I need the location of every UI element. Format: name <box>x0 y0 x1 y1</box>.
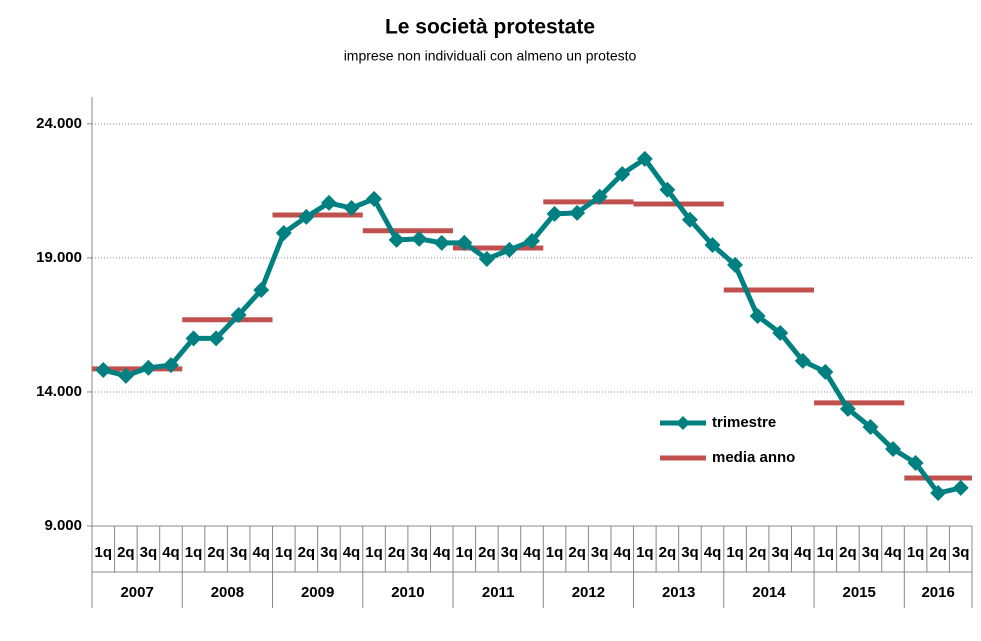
x-tick-label: 1q <box>636 544 654 561</box>
x-tick-label: 2q <box>659 544 677 561</box>
x-tick-label: 2q <box>207 544 225 561</box>
marker <box>772 324 789 341</box>
x-tick-label: 4q <box>252 544 270 561</box>
marker <box>614 165 631 182</box>
marker <box>478 250 495 267</box>
x-tick-label: 3q <box>862 544 880 561</box>
marker <box>456 234 473 251</box>
marker <box>433 234 450 251</box>
y-tick-label: 14.000 <box>36 383 82 400</box>
x-tick-label: 3q <box>501 544 519 561</box>
marker <box>907 454 924 471</box>
x-tick-label: 1q <box>365 544 383 561</box>
x-tick-label: 3q <box>320 544 338 561</box>
x-tick-label: 2q <box>839 544 857 561</box>
group-label: 2016 <box>921 584 954 601</box>
y-tick-label: 24.000 <box>36 115 82 132</box>
x-tick-label: 4q <box>613 544 631 561</box>
marker <box>681 211 698 228</box>
group-label: 2011 <box>482 584 515 601</box>
marker <box>411 230 428 247</box>
marker <box>930 485 947 502</box>
x-tick-label: 3q <box>140 544 158 561</box>
legend-label: trimestre <box>712 414 776 431</box>
x-tick-label: 2q <box>298 544 316 561</box>
legend-marker <box>676 416 690 430</box>
marker <box>501 241 518 258</box>
x-tick-label: 1q <box>817 544 835 561</box>
marker <box>524 232 540 249</box>
marker <box>704 237 721 254</box>
marker <box>230 306 247 323</box>
chart-subtitle: imprese non individuali con almeno un pr… <box>344 48 637 64</box>
group-label: 2009 <box>301 584 334 601</box>
marker <box>140 359 157 376</box>
x-tick-label: 2q <box>929 544 947 561</box>
marker <box>388 231 405 248</box>
marker <box>569 204 586 221</box>
x-tick-label: 1q <box>95 544 113 561</box>
marker <box>253 282 270 299</box>
marker <box>862 419 879 436</box>
x-tick-label: 4q <box>794 544 812 561</box>
x-tick-label: 4q <box>704 544 722 561</box>
x-tick-label: 2q <box>568 544 586 561</box>
marker <box>546 205 563 222</box>
marker <box>794 352 811 369</box>
marker <box>343 200 360 217</box>
x-tick-label: 1q <box>275 544 293 561</box>
y-tick-label: 9.000 <box>44 517 82 534</box>
marker <box>275 224 292 241</box>
x-tick-label: 2q <box>117 544 135 561</box>
marker <box>817 363 834 380</box>
marker <box>885 441 902 458</box>
marker <box>117 367 134 384</box>
x-tick-label: 1q <box>907 544 925 561</box>
y-tick-label: 19.000 <box>36 249 82 266</box>
group-label: 2007 <box>120 584 153 601</box>
x-tick-label: 3q <box>410 544 428 561</box>
group-label: 2013 <box>662 584 695 601</box>
x-tick-label: 3q <box>771 544 789 561</box>
x-tick-label: 2q <box>388 544 406 561</box>
marker <box>320 194 337 211</box>
x-tick-label: 1q <box>726 544 744 561</box>
marker <box>366 190 383 207</box>
group-label: 2008 <box>211 584 244 601</box>
marker <box>591 188 608 205</box>
marker <box>95 361 112 378</box>
x-tick-label: 4q <box>884 544 902 561</box>
marker <box>636 150 653 167</box>
group-label: 2015 <box>842 584 875 601</box>
chart-title: Le società protestate <box>385 16 595 39</box>
x-tick-label: 1q <box>185 544 203 561</box>
marker <box>298 208 315 225</box>
x-tick-label: 1q <box>546 544 564 561</box>
marker <box>208 330 225 347</box>
marker <box>727 256 744 273</box>
group-label: 2014 <box>752 584 786 601</box>
marker <box>839 400 856 417</box>
x-tick-label: 3q <box>591 544 609 561</box>
marker <box>659 181 676 198</box>
x-tick-label: 1q <box>456 544 474 561</box>
group-label: 2010 <box>391 584 424 601</box>
x-tick-label: 3q <box>952 544 970 561</box>
group-label: 2012 <box>572 584 605 601</box>
marker <box>185 330 202 347</box>
marker <box>749 308 766 325</box>
x-tick-label: 4q <box>162 544 180 561</box>
x-tick-label: 4q <box>433 544 451 561</box>
x-tick-label: 3q <box>230 544 248 561</box>
x-tick-label: 2q <box>749 544 767 561</box>
marker <box>162 357 179 374</box>
x-tick-label: 3q <box>681 544 699 561</box>
marker <box>952 479 969 496</box>
x-tick-label: 4q <box>523 544 541 561</box>
x-tick-label: 4q <box>343 544 361 561</box>
legend-label: media anno <box>712 449 795 466</box>
x-tick-label: 2q <box>478 544 496 561</box>
line-series <box>102 156 962 496</box>
